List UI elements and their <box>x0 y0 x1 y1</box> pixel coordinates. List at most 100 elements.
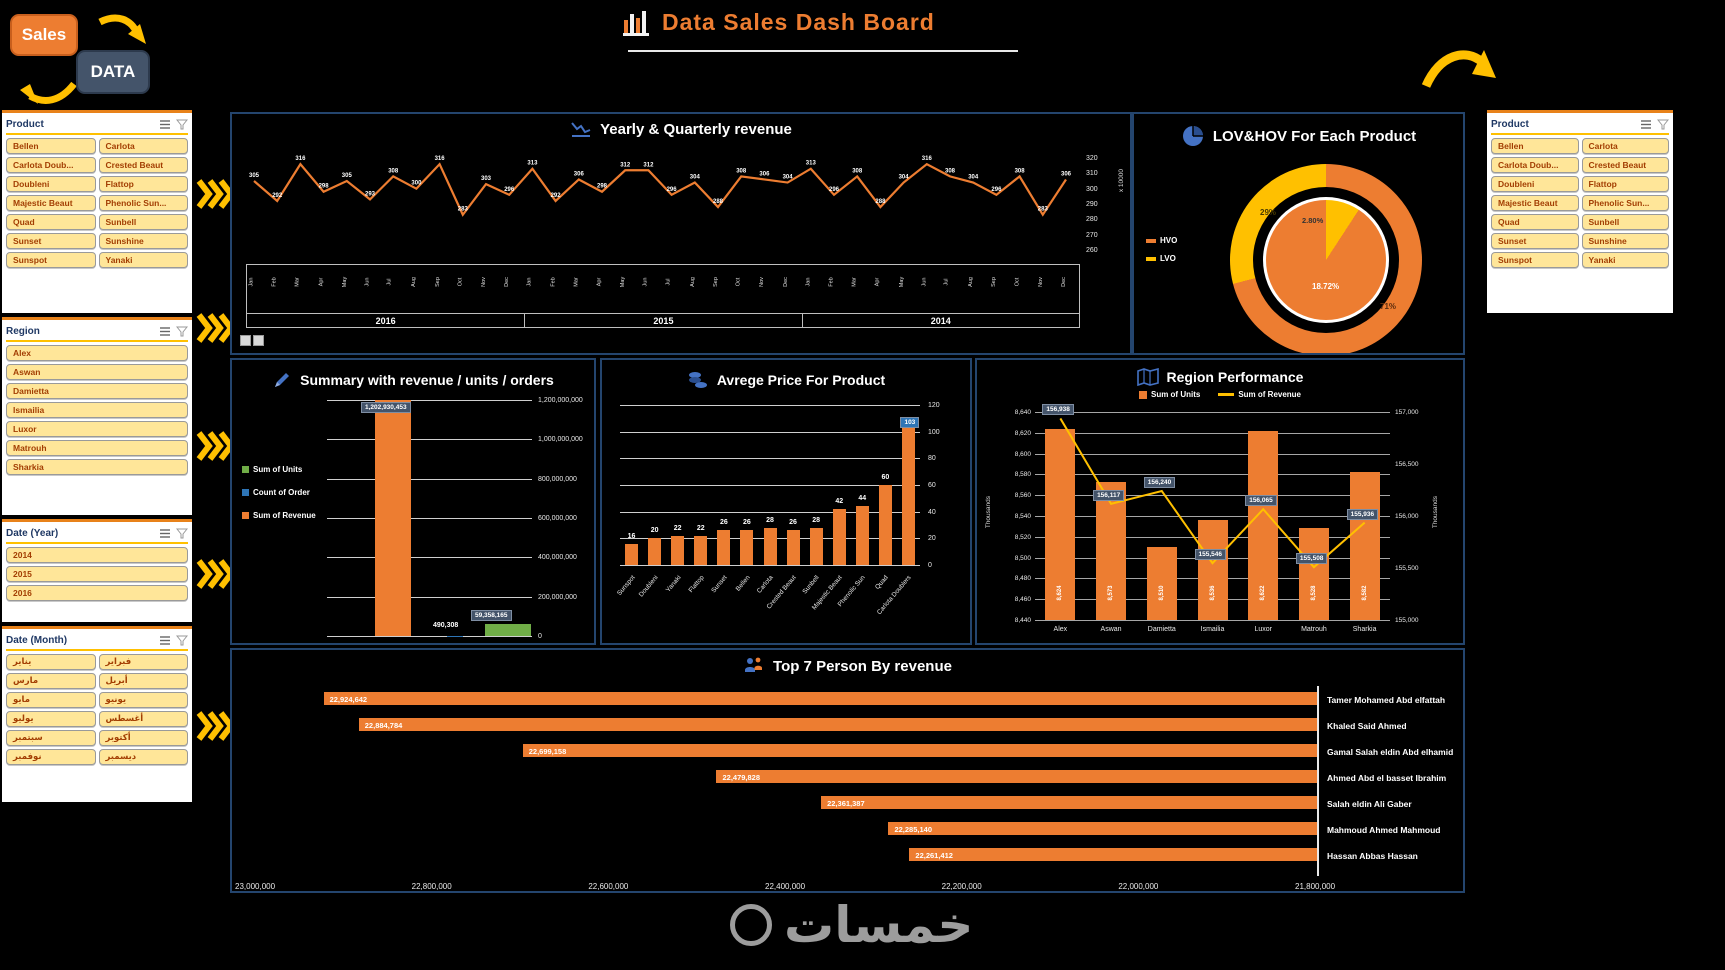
timeline-year-2014[interactable]: 2014 <box>801 313 1079 327</box>
yearly-timeline[interactable]: Jan Feb Mar Apr May Jun Jul Aug Sep Oct Nov Dec Jan F… <box>246 264 1080 328</box>
slicer-item-date_month[interactable]: مارس <box>6 673 96 689</box>
timeline-month-label[interactable]: May <box>898 276 905 288</box>
sales-button[interactable]: Sales <box>10 14 78 56</box>
timeline-month-label[interactable]: Mar <box>573 277 580 287</box>
slicer-item-date_month[interactable]: سبتمبر <box>6 730 96 746</box>
slicer-item-region[interactable]: Ismailia <box>6 402 188 418</box>
slicer-item-region[interactable]: Alex <box>6 345 188 361</box>
timeline-month-label[interactable]: Sep <box>434 277 441 287</box>
timeline-month-label[interactable]: Apr <box>874 277 881 287</box>
slicer-item-date_year[interactable]: 2014 <box>6 547 188 563</box>
timeline-month-label[interactable]: Feb <box>271 277 278 287</box>
timeline-month-label[interactable]: May <box>620 276 627 288</box>
timeline-month-label[interactable]: Mar <box>851 277 858 287</box>
timeline-month-label[interactable]: Jan <box>526 277 533 287</box>
slicer-item-region[interactable]: Aswan <box>6 364 188 380</box>
timeline-month-label[interactable]: Dec <box>504 277 511 287</box>
timeline-month-label[interactable]: Jun <box>642 277 649 287</box>
timeline-month-label[interactable]: Feb <box>550 277 557 287</box>
slicer-item-region[interactable]: Luxor <box>6 421 188 437</box>
slicer-item-product_left[interactable]: Doubleni <box>6 176 96 192</box>
slicer-item-product_left[interactable]: Quad <box>6 214 96 230</box>
slicer-item-date_month[interactable]: نوفمبر <box>6 749 96 765</box>
slicer-item-product_right[interactable]: Flattop <box>1581 176 1669 192</box>
timeline-month-label[interactable]: Nov <box>759 277 766 287</box>
timeline-month-label[interactable]: Jul <box>943 278 950 286</box>
slicer-item-product_left[interactable]: Sunspot <box>6 252 96 268</box>
multi-select-icon[interactable] <box>1640 119 1652 130</box>
timeline-month-label[interactable]: Oct <box>457 277 464 287</box>
multi-select-icon[interactable] <box>159 635 171 646</box>
slicer-item-product_right[interactable]: Carlota Doub... <box>1491 157 1579 173</box>
slicer-item-product_left[interactable]: Sunbell <box>98 214 188 230</box>
slicer-item-region[interactable]: Matrouh <box>6 440 188 456</box>
slicer-item-product_left[interactable]: Carlota Doub... <box>6 157 96 173</box>
clear-filter-icon[interactable] <box>176 528 188 539</box>
timeline-month-label[interactable]: Apr <box>596 277 603 287</box>
slicer-item-product_right[interactable]: Sunspot <box>1491 252 1579 268</box>
timeline-month-label[interactable]: Jun <box>364 277 371 287</box>
timeline-month-label[interactable]: Aug <box>411 277 418 287</box>
timeline-month-label[interactable]: Jan <box>805 277 812 287</box>
slicer-item-product_right[interactable]: Doubleni <box>1491 176 1579 192</box>
slicer-item-date_month[interactable]: يوليو <box>6 711 96 727</box>
slicer-item-product_right[interactable]: Crested Beaut <box>1581 157 1669 173</box>
timeline-month-label[interactable]: Aug <box>968 277 975 287</box>
slicer-item-product_left[interactable]: Crested Beaut <box>98 157 188 173</box>
slicer-item-date_month[interactable]: أبريل <box>98 673 188 689</box>
slicer-item-product_right[interactable]: Sunshine <box>1581 233 1669 249</box>
timeline-month-label[interactable]: Jul <box>665 278 672 286</box>
timeline-month-label[interactable]: Oct <box>735 277 742 287</box>
timeline-nav-right[interactable] <box>253 335 264 346</box>
clear-filter-icon[interactable] <box>176 635 188 646</box>
timeline-month-label[interactable]: Jan <box>248 277 255 287</box>
slicer-item-date_month[interactable]: مايو <box>6 692 96 708</box>
slicer-item-product_right[interactable]: Phenolic Sun... <box>1581 195 1669 211</box>
slicer-item-product_left[interactable]: Flattop <box>98 176 188 192</box>
slicer-item-product_right[interactable]: Majestic Beaut <box>1491 195 1579 211</box>
timeline-year-2015[interactable]: 2015 <box>524 313 802 327</box>
slicer-item-date_month[interactable]: فبراير <box>98 654 188 670</box>
timeline-year-2016[interactable]: 2016 <box>247 313 525 327</box>
slicer-item-product_right[interactable]: Carlota <box>1581 138 1669 154</box>
timeline-month-label[interactable]: Sep <box>712 277 719 287</box>
slicer-item-region[interactable]: Damietta <box>6 383 188 399</box>
timeline-month-label[interactable]: Apr <box>317 277 324 287</box>
timeline-month-label[interactable]: Jul <box>386 278 393 286</box>
slicer-item-date_month[interactable]: ديسمبر <box>98 749 188 765</box>
slicer-item-date_month[interactable]: أكتوبر <box>98 730 188 746</box>
slicer-item-product_left[interactable]: Sunset <box>6 233 96 249</box>
slicer-item-product_right[interactable]: Sunset <box>1491 233 1579 249</box>
timeline-month-label[interactable]: Nov <box>1037 277 1044 287</box>
timeline-nav-left[interactable] <box>240 335 251 346</box>
data-button[interactable]: DATA <box>76 50 150 94</box>
clear-filter-icon[interactable] <box>1657 119 1669 130</box>
timeline-month-label[interactable]: Jun <box>921 277 928 287</box>
slicer-item-date_year[interactable]: 2016 <box>6 585 188 601</box>
slicer-item-date_month[interactable]: أغسطس <box>98 711 188 727</box>
timeline-month-label[interactable]: Dec <box>782 277 789 287</box>
slicer-item-date_month[interactable]: يونيو <box>98 692 188 708</box>
slicer-item-product_left[interactable]: Sunshine <box>98 233 188 249</box>
timeline-month-label[interactable]: Oct <box>1013 277 1020 287</box>
slicer-item-product_right[interactable]: Quad <box>1491 214 1579 230</box>
timeline-month-label[interactable]: Sep <box>991 277 998 287</box>
multi-select-icon[interactable] <box>159 119 171 130</box>
multi-select-icon[interactable] <box>159 528 171 539</box>
multi-select-icon[interactable] <box>159 326 171 337</box>
slicer-item-region[interactable]: Sharkia <box>6 459 188 475</box>
slicer-item-product_right[interactable]: Yanaki <box>1581 252 1669 268</box>
slicer-item-date_year[interactable]: 2015 <box>6 566 188 582</box>
slicer-item-product_right[interactable]: Sunbell <box>1581 214 1669 230</box>
slicer-item-product_left[interactable]: Yanaki <box>98 252 188 268</box>
timeline-month-label[interactable]: Dec <box>1060 277 1067 287</box>
timeline-month-label[interactable]: Feb <box>828 277 835 287</box>
clear-filter-icon[interactable] <box>176 119 188 130</box>
timeline-month-label[interactable]: Mar <box>295 277 302 287</box>
timeline-month-label[interactable]: Nov <box>480 277 487 287</box>
timeline-month-label[interactable]: May <box>341 276 348 288</box>
timeline-month-label[interactable]: Aug <box>689 277 696 287</box>
slicer-item-product_left[interactable]: Majestic Beaut <box>6 195 96 211</box>
slicer-item-date_month[interactable]: يناير <box>6 654 96 670</box>
slicer-item-product_left[interactable]: Bellen <box>6 138 96 154</box>
